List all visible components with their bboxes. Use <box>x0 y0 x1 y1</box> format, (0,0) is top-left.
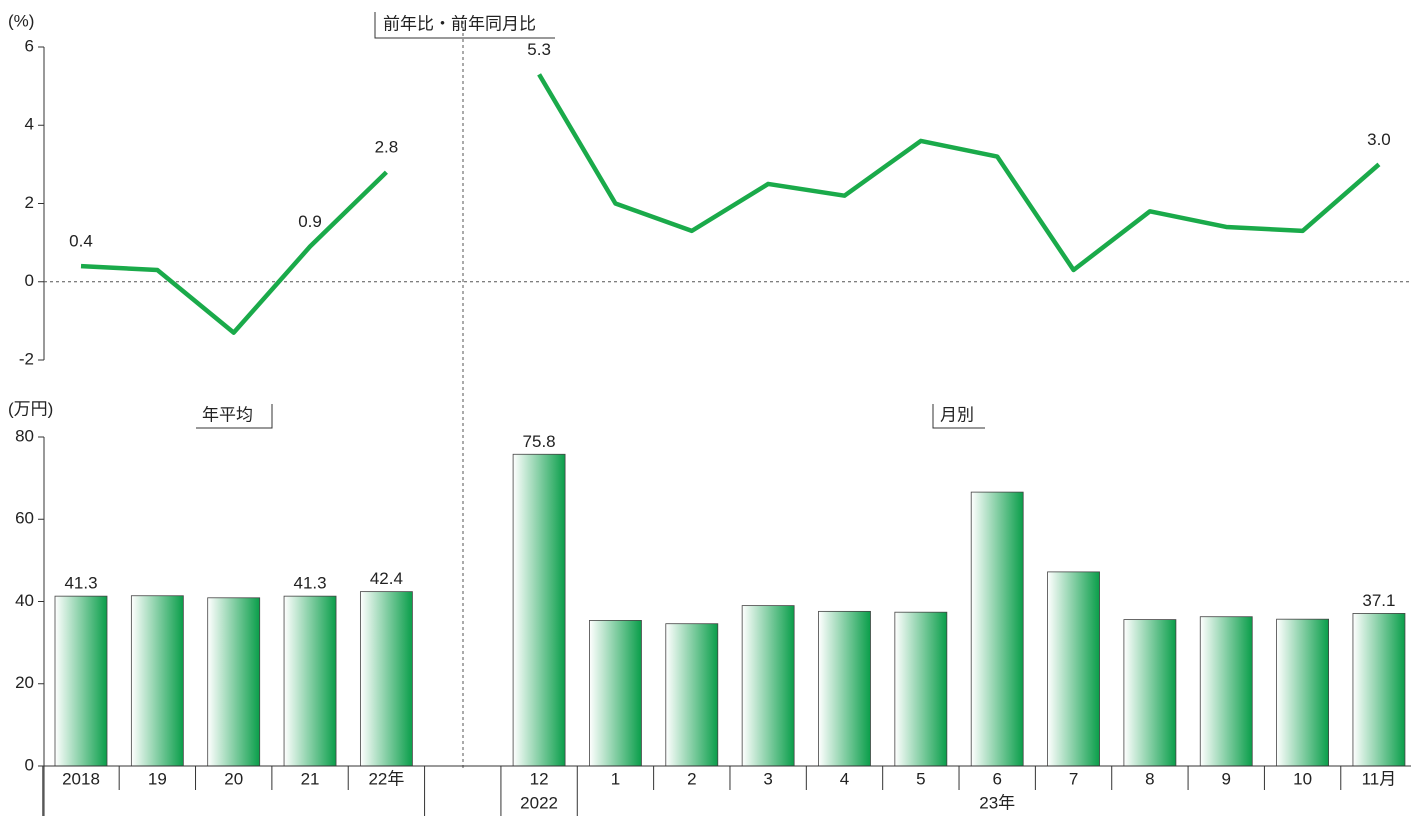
y-tick-label: 20 <box>15 673 34 692</box>
panel-frame <box>196 404 273 429</box>
x-tick-label: 22年 <box>368 769 404 788</box>
y-label: (%) <box>8 11 34 30</box>
x-tick-label: 8 <box>1145 769 1154 788</box>
value-label: 37.1 <box>1362 591 1395 610</box>
line <box>80 170 388 335</box>
y-tick-label: 40 <box>15 591 34 610</box>
panel-label: 年平均 <box>202 405 253 424</box>
x-tick-label: 5 <box>916 769 925 788</box>
bar <box>589 620 642 767</box>
value-label: 2.8 <box>375 138 399 157</box>
x-tick-label: 21 <box>301 769 320 788</box>
bar <box>894 611 948 767</box>
x-tick-label: 20 <box>224 769 243 788</box>
x-tick-label: 11月 <box>1362 769 1397 788</box>
x-tick-label: 6 <box>992 769 1001 788</box>
bar <box>1047 571 1100 767</box>
bar <box>130 595 184 767</box>
panel-label: 月別 <box>940 405 974 424</box>
value-label: 0.4 <box>69 232 93 251</box>
bar <box>283 595 337 767</box>
y-tick-label: 2 <box>25 193 34 212</box>
line <box>537 73 1381 273</box>
bar <box>818 610 871 767</box>
value-label: 41.3 <box>64 574 97 593</box>
value-label: 3.0 <box>1367 130 1391 149</box>
x-tick-label: 2018 <box>62 769 100 788</box>
x-tick-label: 9 <box>1222 769 1231 788</box>
x-tick-label: 7 <box>1069 769 1078 788</box>
y-tick-label: 4 <box>25 115 34 134</box>
value-label: 41.3 <box>294 574 327 593</box>
bar <box>970 491 1024 767</box>
x-tick-label: 4 <box>840 769 849 788</box>
group-label: 2022 <box>520 793 558 812</box>
value-label: 42.4 <box>370 569 403 588</box>
group-label: 23年 <box>979 793 1015 812</box>
bar <box>1199 616 1253 767</box>
x-tick-label: 1 <box>611 769 620 788</box>
bar <box>1276 618 1329 767</box>
bar <box>1123 619 1177 767</box>
y-tick-label: 60 <box>15 509 34 528</box>
y-tick-label: 6 <box>25 36 34 55</box>
y-tick-label: 80 <box>15 426 34 445</box>
bar <box>741 605 795 767</box>
x-tick-label: 2 <box>687 769 696 788</box>
y-label: (万円) <box>8 399 53 418</box>
title-frame <box>374 12 555 39</box>
x-tick-label: 3 <box>763 769 772 788</box>
bar <box>665 623 719 767</box>
bar <box>512 453 566 767</box>
bar <box>207 597 261 767</box>
bar <box>359 591 413 767</box>
value-label: 75.8 <box>523 432 556 451</box>
value-label: 0.9 <box>298 212 322 231</box>
bar <box>1352 613 1406 767</box>
x-tick-label: 10 <box>1293 769 1312 788</box>
panel-frame <box>932 404 985 429</box>
y-tick-label: 0 <box>25 755 34 774</box>
chart-title: 前年比・前年同月比 <box>383 14 536 33</box>
x-tick-label: 12 <box>530 769 549 788</box>
y-tick-label: -2 <box>19 349 34 368</box>
x-tick-label: 19 <box>148 769 167 788</box>
value-label: 5.3 <box>527 40 551 59</box>
y-tick-label: 0 <box>25 271 34 290</box>
bar <box>54 595 108 767</box>
